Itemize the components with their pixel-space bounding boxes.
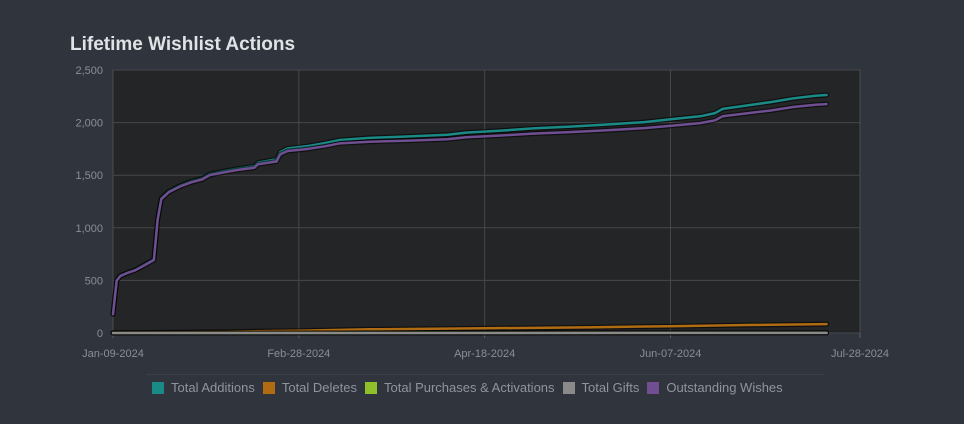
legend-label: Total Gifts (581, 380, 640, 395)
y-tick-label: 1,000 (75, 223, 103, 235)
legend-swatch (647, 381, 660, 394)
legend-item-total-purchases-activations[interactable]: Total Purchases & Activations (365, 380, 555, 395)
y-tick-label: 2,000 (75, 118, 103, 130)
legend-item-total-deletes[interactable]: Total Deletes (262, 380, 357, 395)
x-tick-label: Feb-28-2024 (267, 348, 330, 360)
legend-swatch (262, 381, 275, 394)
x-tick-label: Jul-28-2024 (831, 348, 889, 360)
legend-swatch (365, 381, 377, 394)
legend-item-outstanding-wishes[interactable]: Outstanding Wishes (647, 380, 783, 395)
legend-item-total-gifts[interactable]: Total Gifts (562, 380, 640, 395)
y-tick-label: 2,500 (75, 65, 103, 77)
chart-title: Lifetime Wishlist Actions (70, 34, 296, 55)
legend-swatch (562, 381, 575, 394)
series-lines (110, 92, 830, 336)
y-tick-label: 500 (85, 275, 103, 287)
legend-label: Total Purchases & Activations (384, 380, 555, 395)
legend-label: Outstanding Wishes (666, 380, 783, 395)
x-tick-label: Jun-07-2024 (640, 348, 702, 360)
x-tick-label: Apr-18-2024 (454, 348, 515, 360)
x-tick-label: Jan-09-2024 (82, 348, 144, 360)
y-tick-label: 0 (97, 328, 103, 340)
chart-legend: Total Additions Total Deletes Total Purcha… (146, 374, 824, 398)
legend-label: Total Deletes (281, 380, 357, 395)
legend-label: Total Additions (171, 380, 255, 395)
outstanding-wishes-line (111, 102, 828, 316)
legend-item-total-additions[interactable]: Total Additions (152, 380, 255, 395)
legend-swatch (152, 381, 164, 394)
x-axis-ticks: Jan-09-2024 Feb-28-2024 Apr-18-2024 Jun-07-… (82, 333, 889, 360)
y-tick-label: 1,500 (75, 170, 103, 182)
plot-area (112, 69, 861, 334)
y-axis-ticks: 0 500 1,000 1,500 2,000 2,500 (75, 65, 103, 340)
